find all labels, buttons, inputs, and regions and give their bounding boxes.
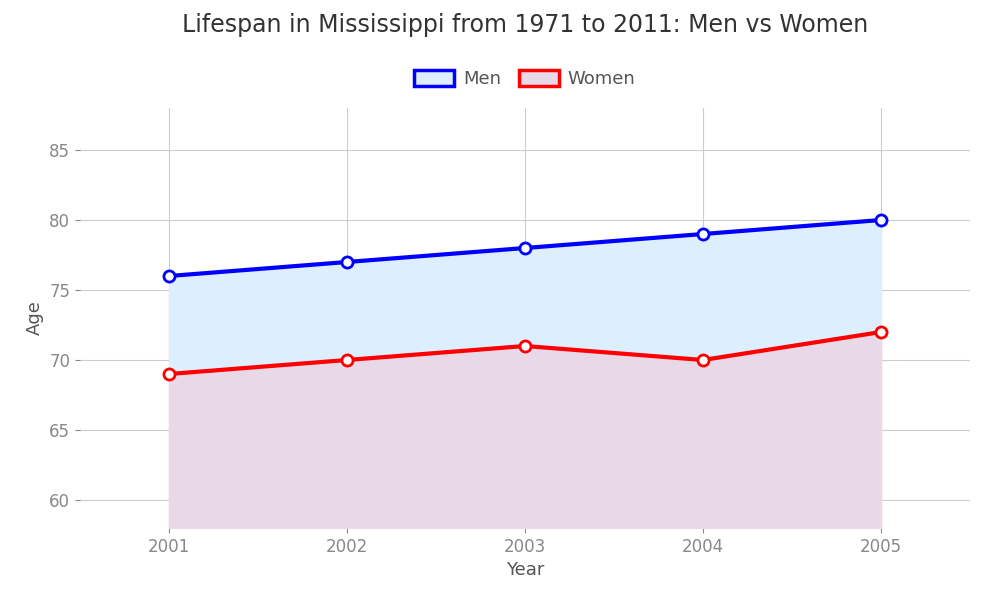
Title: Lifespan in Mississippi from 1971 to 2011: Men vs Women: Lifespan in Mississippi from 1971 to 201… — [182, 13, 868, 37]
X-axis label: Year: Year — [506, 561, 544, 579]
Y-axis label: Age: Age — [26, 301, 44, 335]
Legend: Men, Women: Men, Women — [407, 62, 643, 95]
